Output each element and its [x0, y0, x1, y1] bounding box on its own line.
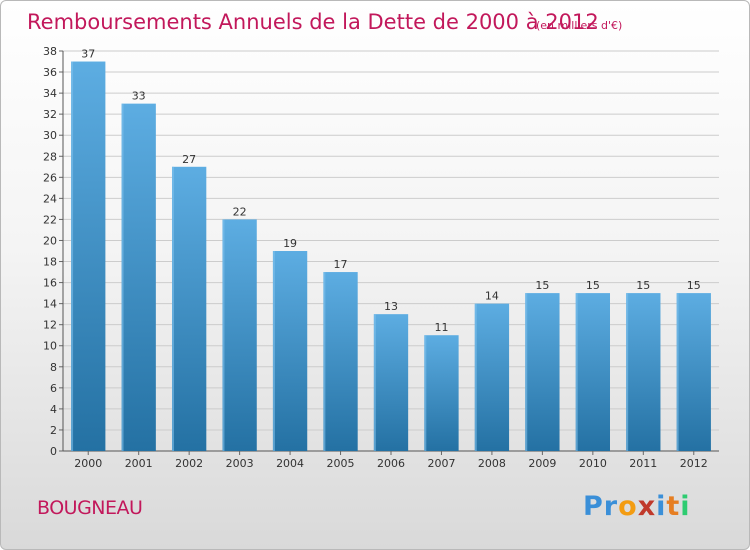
y-tick-label: 24	[43, 192, 57, 205]
x-tick-label: 2005	[327, 457, 355, 470]
data-label: 15	[586, 279, 600, 292]
chart-title: Remboursements Annuels de la Dette de 20…	[27, 10, 599, 34]
y-tick-label: 32	[43, 108, 57, 121]
logo-letter: i	[680, 491, 691, 522]
bar-highlight	[474, 303, 477, 451]
bar-highlight	[424, 335, 427, 451]
data-label: 11	[434, 321, 448, 334]
bar	[474, 303, 510, 451]
x-tick-label: 2004	[276, 457, 304, 470]
x-tick-label: 2006	[377, 457, 405, 470]
y-tick-label: 38	[43, 45, 57, 58]
commune-name: BOUGNEAU	[37, 497, 143, 519]
data-label: 17	[334, 258, 348, 271]
bar	[424, 335, 459, 451]
data-label: 15	[636, 279, 650, 292]
y-tick-label: 16	[43, 277, 57, 290]
chart-unit: (en milliers d'€)	[536, 19, 622, 32]
bar-highlight	[171, 166, 174, 451]
x-tick-label: 2002	[175, 457, 203, 470]
x-tick-label: 2011	[629, 457, 657, 470]
y-tick-label: 4	[50, 403, 57, 416]
bar	[121, 103, 156, 451]
bar-highlight	[525, 293, 528, 451]
bar-highlight	[626, 293, 629, 451]
bar	[626, 293, 661, 451]
logo-letter: r	[603, 491, 619, 522]
x-tick-label: 2007	[427, 457, 455, 470]
data-label: 15	[535, 279, 549, 292]
logo-letter: t	[666, 491, 681, 522]
data-label: 37	[81, 48, 95, 61]
x-tick-label: 2009	[528, 457, 556, 470]
data-label: 27	[182, 153, 196, 166]
y-tick-label: 6	[50, 382, 57, 395]
y-tick-label: 14	[43, 298, 57, 311]
bar	[676, 293, 711, 451]
data-label: 33	[132, 90, 146, 103]
x-tick-label: 2003	[226, 457, 254, 470]
bar	[272, 251, 308, 451]
x-tick-label: 2010	[579, 457, 607, 470]
y-tick-label: 34	[43, 87, 57, 100]
y-tick-label: 12	[43, 319, 57, 332]
data-label: 19	[283, 237, 297, 250]
y-tick-label: 26	[43, 171, 57, 184]
data-label: 13	[384, 300, 398, 313]
logo-letter: i	[656, 491, 667, 522]
bar-highlight	[121, 103, 124, 451]
bar-highlight	[373, 314, 376, 451]
bar	[171, 166, 207, 451]
bar-highlight	[575, 293, 578, 451]
bars	[71, 61, 711, 452]
y-tick-label: 28	[43, 150, 57, 163]
logo-letter: o	[618, 491, 638, 522]
bar-highlight	[272, 251, 275, 451]
x-tick-label: 2000	[74, 457, 102, 470]
y-tick-label: 20	[43, 234, 57, 247]
logo-letter: x	[637, 491, 657, 522]
y-tick-label: 10	[43, 340, 57, 353]
bar	[525, 293, 560, 451]
bar-highlight	[676, 293, 679, 451]
bar	[71, 61, 106, 452]
x-tick-label: 2012	[680, 457, 708, 470]
y-tick-label: 0	[50, 445, 57, 458]
data-label: 14	[485, 290, 499, 303]
y-tick-label: 18	[43, 256, 57, 269]
bar	[373, 314, 409, 451]
y-tick-label: 22	[43, 213, 57, 226]
bar	[222, 219, 257, 451]
logo-letter: P	[583, 491, 604, 522]
bar	[575, 293, 611, 451]
bar-highlight	[222, 219, 225, 451]
data-label: 15	[687, 279, 701, 292]
bar-highlight	[71, 61, 74, 452]
bar	[323, 272, 358, 451]
y-tick-label: 30	[43, 129, 57, 142]
x-tick-label: 2008	[478, 457, 506, 470]
y-tick-label: 2	[50, 424, 57, 437]
bar-highlight	[323, 272, 326, 451]
proxiti-logo: Proxiti	[583, 491, 691, 522]
x-tick-label: 2001	[125, 457, 153, 470]
y-tick-label: 8	[50, 361, 57, 374]
y-tick-label: 36	[43, 66, 57, 79]
data-label: 22	[233, 205, 247, 218]
